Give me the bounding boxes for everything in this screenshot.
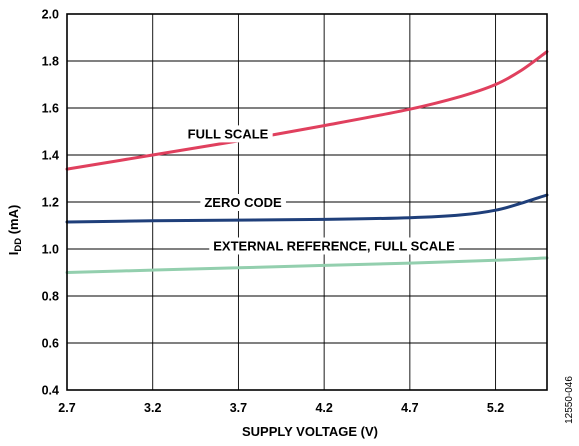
series-label-background: [183, 125, 273, 143]
series-line-zero-code: [65, 193, 549, 224]
x-tick-label: 4.2: [315, 401, 332, 415]
y-axis-title-unit: (mA): [6, 205, 21, 238]
y-tick-label: 1.2: [42, 196, 59, 210]
figure-id: 12550-046: [564, 376, 575, 424]
series-label-external-reference: EXTERNAL REFERENCE, FULL SCALE: [213, 238, 455, 253]
series-labels: FULL SCALE ZERO CODE EXTERNAL REFERENCE, F…: [183, 125, 460, 255]
y-tick-label: 1.0: [42, 243, 59, 257]
y-tick-label: 1.6: [42, 102, 59, 116]
series-group: [65, 50, 549, 274]
y-tick-label: 1.8: [42, 55, 59, 69]
y-tick-label: 0.4: [42, 384, 59, 398]
y-tick-label: 2.0: [42, 8, 59, 22]
y-axis-title: IDD (mA): [6, 205, 24, 256]
series-label-full-scale: FULL SCALE: [188, 126, 269, 141]
x-tick-label: 3.7: [230, 401, 247, 415]
series-label-background: [200, 194, 286, 211]
y-tick-labels: 0.4 0.6 0.8 1.0 1.2 1.4 1.6 1.8 2.0: [42, 8, 59, 398]
y-axis-title-main: I: [6, 252, 21, 256]
x-tick-labels: 2.7 3.2 3.7 4.2 4.7 5.2: [58, 401, 504, 415]
x-tick-label: 4.7: [401, 401, 418, 415]
series-label-background: [209, 237, 460, 255]
plot-frame: [66, 13, 548, 391]
y-tick-label: 0.6: [42, 337, 59, 351]
x-tick-label: 2.7: [58, 401, 75, 415]
x-tick-label: 5.2: [487, 401, 504, 415]
y-tick-label: 0.8: [42, 290, 59, 304]
x-axis-title: SUPPLY VOLTAGE (V): [242, 424, 378, 439]
series-label-zero-code: ZERO CODE: [204, 195, 282, 210]
y-tick-label: 1.4: [42, 149, 59, 163]
y-axis-title-subscript: DD: [13, 238, 24, 252]
series-line-external-reference: [65, 256, 549, 274]
x-tick-label: 3.2: [144, 401, 161, 415]
series-line-full-scale: [65, 50, 549, 171]
